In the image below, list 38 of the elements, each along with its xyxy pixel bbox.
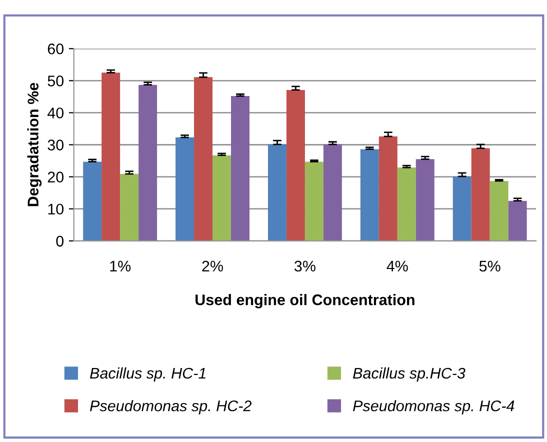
- legend-label: Bacillus sp. HC-1: [90, 367, 206, 382]
- y-axis-title: Degradatuion %e: [27, 82, 42, 206]
- bar: [304, 162, 324, 241]
- legend-label: Bacillus sp.HC-3: [353, 367, 466, 382]
- bar: [176, 137, 194, 241]
- y-tick-label: 10: [48, 204, 64, 215]
- x-axis-title: Used engine oil Concentration: [196, 294, 414, 308]
- bar: [286, 90, 305, 241]
- y-tick-label: 0: [56, 236, 64, 247]
- x-tick-label: 4%: [386, 260, 408, 272]
- bar: [378, 136, 398, 241]
- legend-label: Pseudomonas sp. HC-2: [90, 400, 252, 414]
- y-tick-label: 40: [47, 108, 64, 118]
- x-tick-label: 1%: [110, 260, 131, 272]
- bar: [102, 72, 120, 241]
- bar: [83, 162, 102, 241]
- bar: [397, 168, 416, 241]
- bar: [212, 155, 231, 241]
- legend-label: Pseudomonas sp. HC-4: [353, 400, 514, 414]
- y-tick-label: 50: [48, 76, 64, 86]
- bar: [194, 77, 213, 241]
- x-tick-label: 2%: [202, 260, 224, 272]
- bar: [508, 200, 527, 241]
- bar: [268, 144, 286, 241]
- bar: [452, 176, 472, 241]
- bar: [120, 174, 139, 241]
- bar: [323, 144, 342, 241]
- bar: [416, 159, 434, 241]
- y-tick-label: 60: [48, 43, 64, 54]
- bar: [490, 180, 508, 241]
- x-tick-label: 5%: [479, 260, 500, 272]
- bar: [231, 96, 250, 241]
- bar: [138, 84, 158, 241]
- bar: [360, 149, 379, 241]
- bar: [471, 148, 490, 241]
- y-tick-label: 20: [48, 172, 64, 182]
- x-tick-label: 3%: [294, 260, 316, 272]
- y-tick-label: 30: [48, 140, 64, 150]
